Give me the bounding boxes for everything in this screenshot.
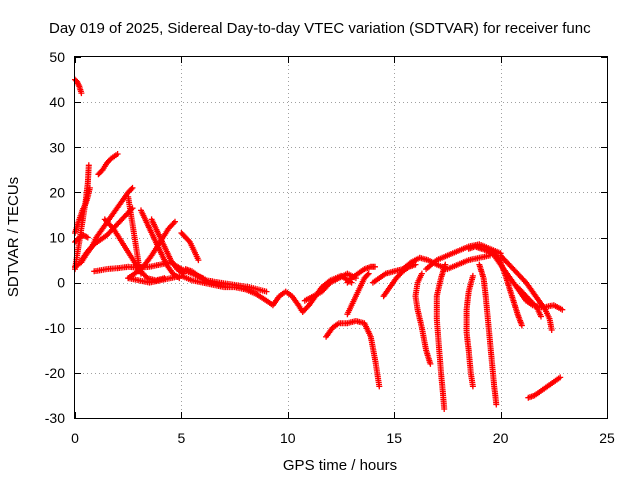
series-arc-24 — [433, 261, 449, 412]
series-arc-25 — [463, 272, 476, 390]
y-tick-label: 40 — [49, 94, 65, 110]
y-tick-labels: -30 -20 -10 0 10 20 30 40 50 — [45, 49, 65, 426]
y-tick-label: 0 — [57, 275, 65, 291]
series-arc-21 — [369, 252, 493, 286]
series-arc-29 — [497, 252, 555, 333]
y-tick-label: 50 — [49, 49, 65, 65]
series-arc-1 — [72, 76, 85, 97]
series-arc-15 — [125, 272, 355, 315]
data-point — [263, 288, 270, 295]
series-arc-11 — [178, 230, 202, 264]
series-arc-3 — [72, 184, 93, 236]
data-point — [129, 184, 136, 191]
series-arc-17 — [301, 270, 359, 304]
data-point — [78, 90, 85, 97]
series-arc-18 — [323, 318, 383, 390]
data-point — [372, 263, 378, 270]
series-arc-26 — [476, 261, 500, 408]
data-point — [138, 270, 144, 277]
data-point — [364, 271, 371, 278]
data-point — [114, 151, 121, 157]
series-arc-5 — [95, 151, 121, 178]
data-point — [365, 270, 372, 277]
series-arc-7 — [78, 205, 136, 264]
data-point — [128, 186, 135, 192]
x-tick-labels: 0 5 10 15 20 25 — [71, 430, 615, 446]
chart-title: Day 019 of 2025, Sidereal Day-to-day VTE… — [49, 20, 591, 37]
data-point — [412, 261, 419, 268]
x-tick-label: 25 — [599, 430, 615, 446]
y-tick-label: 20 — [49, 184, 65, 200]
series-arc-19 — [344, 263, 378, 286]
series-arc-20 — [344, 270, 372, 318]
series-arc-14 — [91, 259, 206, 282]
data-point — [441, 406, 448, 412]
data-point — [427, 360, 434, 367]
series-arc-30 — [423, 241, 504, 273]
x-tick-label: 5 — [178, 430, 186, 446]
y-tick-label: -20 — [45, 365, 65, 381]
data-point — [376, 383, 383, 390]
data-point — [532, 303, 539, 310]
series-arc-23 — [412, 270, 434, 367]
y-tick-label: 10 — [49, 230, 65, 246]
y-tick-label: -10 — [45, 320, 65, 336]
data-point — [86, 184, 93, 191]
data-point — [84, 234, 91, 241]
data-point — [518, 322, 525, 329]
data-point — [559, 306, 566, 313]
y-tick-label: 30 — [49, 139, 65, 155]
data-point — [195, 257, 202, 264]
data-point — [497, 250, 504, 257]
series-arc-32 — [514, 284, 544, 320]
x-axis-label: GPS time / hours — [283, 457, 397, 474]
data-point — [85, 162, 92, 169]
series-arc-22 — [380, 261, 419, 300]
data-point — [538, 313, 544, 320]
data-point — [557, 374, 564, 381]
data-series — [72, 76, 566, 412]
x-tick-label: 10 — [280, 430, 296, 446]
x-tick-label: 0 — [71, 430, 79, 446]
series-arc-16 — [182, 266, 270, 295]
y-tick-label: -30 — [45, 410, 65, 426]
y-axis-label: SDTVAR / TECUs — [5, 177, 22, 297]
data-point — [469, 383, 476, 390]
series-arc-31 — [525, 374, 564, 401]
x-tick-label: 20 — [493, 430, 509, 446]
data-point — [548, 327, 555, 333]
data-point — [493, 401, 500, 408]
x-tick-label: 15 — [386, 430, 402, 446]
plot-frame — [74, 56, 608, 419]
